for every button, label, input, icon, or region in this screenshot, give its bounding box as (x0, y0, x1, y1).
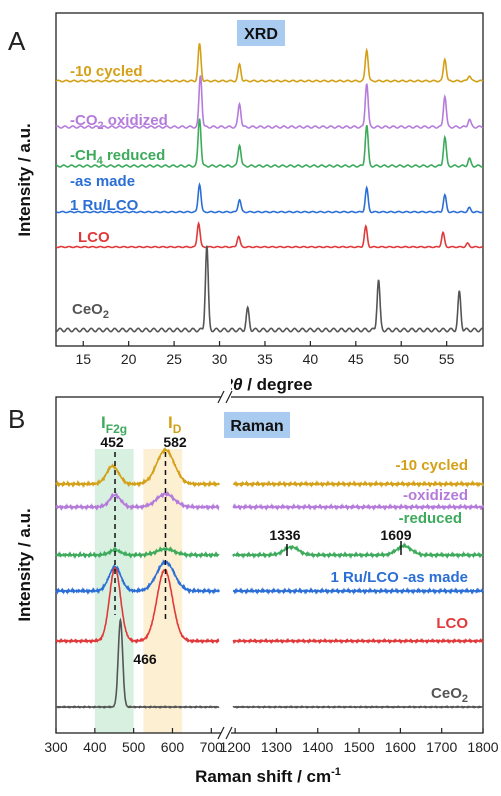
raman-line-4-low (56, 568, 219, 642)
xrd-line-5 (56, 246, 483, 332)
panel-a-letter: A (8, 26, 26, 56)
raman-line-4-high (233, 640, 483, 642)
raman-tick-label-1600: 1600 (385, 739, 416, 755)
xrd-label-ceo2: CeO2 (72, 301, 109, 321)
peak-label-582: 582 (163, 434, 187, 450)
raman-line-3-high (233, 590, 483, 592)
raman-tick-label-400: 400 (83, 739, 107, 755)
xrd-tick-label-45: 45 (348, 351, 364, 367)
xrd-tick-label-55: 55 (439, 351, 455, 367)
raman-tick-label-1700: 1700 (426, 739, 457, 755)
raman-tick-label-600: 600 (161, 739, 185, 755)
xrd-label-ru-lco: 1 Ru/LCO (70, 197, 139, 214)
xrd-label-cycled: -10 cycled (70, 63, 143, 80)
axis-break-marks (218, 391, 232, 739)
band-d (143, 449, 182, 733)
xrd-tick-label-40: 40 (303, 351, 319, 367)
panel-a-xlabel: 2θ / degree (223, 375, 313, 394)
xrd-tick-label-20: 20 (121, 351, 137, 367)
peak-label-1609: 1609 (380, 527, 411, 543)
raman-tick-label-500: 500 (122, 739, 146, 755)
raman-line-0-high (233, 483, 483, 485)
peak-label-1336: 1336 (269, 527, 300, 543)
xrd-tick-label-50: 50 (393, 351, 409, 367)
panel-b-xlabel: Raman shift / cm-1 (195, 766, 341, 786)
raman-line-3-low (56, 562, 219, 593)
raman-title: Raman (230, 418, 283, 435)
panel-b-letter: B (8, 404, 25, 434)
raman-label-as-made: 1 Ru/LCO -as made (330, 569, 468, 586)
band-f2g (95, 449, 134, 733)
raman-tick-label-1200: 1200 (220, 739, 251, 755)
raman-line-1-low (56, 493, 219, 508)
raman-tick-label-1800: 1800 (467, 739, 498, 755)
peak-label-452: 452 (100, 434, 124, 450)
raman-label-lco: LCO (436, 615, 468, 632)
xrd-legend: -10 cycled -CO2 oxidized -CH4 reduced -a… (70, 63, 168, 321)
raman-line-2-high (233, 545, 483, 556)
raman-tick-label-1400: 1400 (302, 739, 333, 755)
raman-tick-label-300: 300 (44, 739, 68, 755)
xrd-tick-label-25: 25 (166, 351, 182, 367)
xrd-x-ticks: 15 20 25 30 35 40 45 50 55 (75, 341, 454, 367)
raman-line-5-high (233, 707, 483, 708)
xrd-line-4 (56, 223, 483, 247)
xrd-tick-label-30: 30 (212, 351, 228, 367)
xrd-title: XRD (244, 26, 278, 43)
band-label-f2g: IF2g (101, 413, 127, 436)
raman-tick-label-1300: 1300 (261, 739, 292, 755)
xrd-tick-label-15: 15 (75, 351, 91, 367)
raman-label-oxidized: -oxidized (403, 487, 468, 504)
band-label-d: ID (168, 413, 182, 436)
peak-label-466: 466 (133, 651, 157, 667)
panel-b-ylabel: Intensity / a.u. (15, 508, 34, 621)
raman-legend: -10 cycled -oxidized -reduced 1 Ru/LCO -… (330, 457, 468, 705)
xrd-label-as-made: -as made (70, 173, 135, 190)
raman-label-ceo2: CeO2 (431, 685, 468, 705)
xrd-label-co2-oxidized: -CO2 oxidized (70, 112, 168, 132)
xrd-label-lco: LCO (78, 229, 110, 246)
raman-tick-label-1500: 1500 (343, 739, 374, 755)
xrd-label-ch4-reduced: -CH4 reduced (70, 147, 165, 167)
raman-line-1-high (233, 506, 483, 508)
panel-a-ylabel: Intensity / a.u. (15, 123, 34, 236)
raman-line-0-low (56, 449, 219, 485)
raman-label-reduced: -reduced (399, 510, 462, 527)
raman-label-cycled: -10 cycled (395, 457, 468, 474)
xrd-tick-label-35: 35 (257, 351, 273, 367)
raman-line-2-low (56, 548, 219, 556)
